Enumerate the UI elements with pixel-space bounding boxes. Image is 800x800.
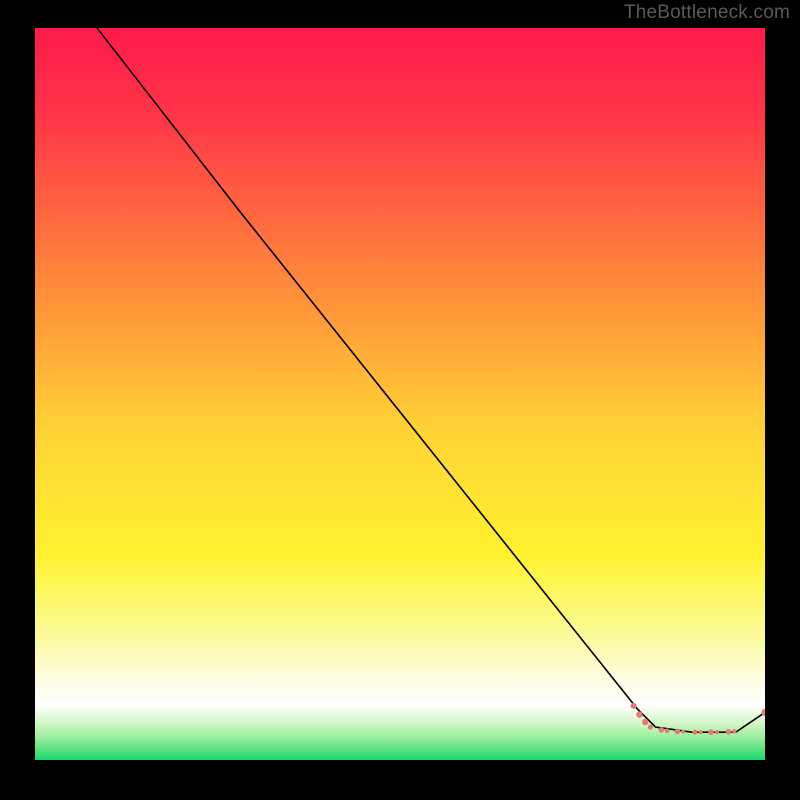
chart-marker [648,724,653,729]
chart-marker [708,729,714,735]
chart-marker [715,730,719,734]
chart-marker [642,719,648,725]
chart-marker [681,729,685,733]
chart-marker [692,730,697,735]
chart-plot-area [35,28,765,760]
chart-line [97,28,765,732]
chart-marker [631,703,637,709]
chart-marker [732,729,736,733]
chart-overlay [35,28,765,760]
chart-marker [636,711,642,717]
chart-marker [659,727,665,733]
watermark-text: TheBottleneck.com [624,2,790,24]
chart-marker [726,729,732,735]
chart-marker [675,729,681,735]
chart-marker [665,728,670,733]
chart-marker [699,730,703,734]
chart-markers [631,703,765,735]
